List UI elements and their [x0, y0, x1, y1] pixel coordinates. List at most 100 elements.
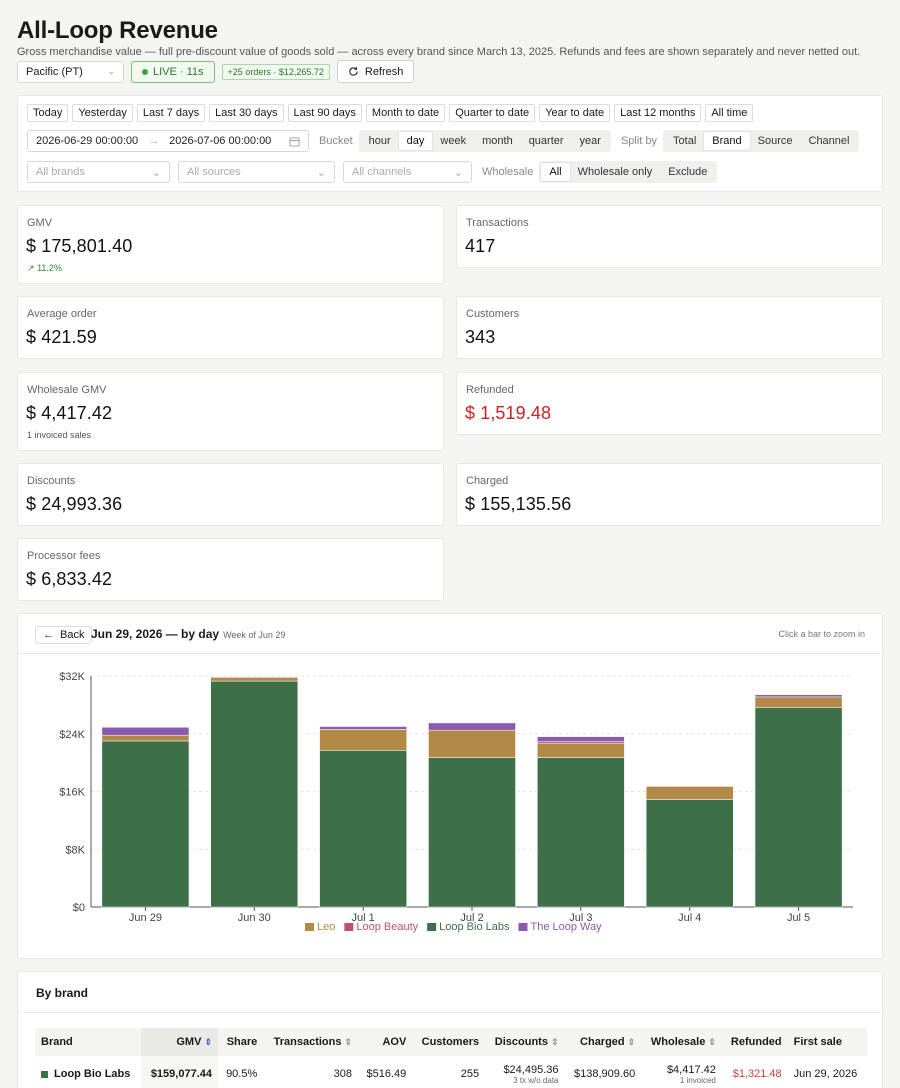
date-from: 2026-06-29 00:00:00 [36, 135, 139, 147]
arrow-right-icon: → [148, 135, 160, 147]
bucket-label: Bucket [319, 135, 353, 147]
stat-title: Discounts [27, 475, 76, 487]
x-tick-label: Jul 4 [678, 912, 701, 924]
bar-loop-bio-labs [754, 707, 843, 908]
brands-select[interactable]: All brands ⌄ [27, 161, 170, 183]
legend-swatch [518, 923, 528, 931]
date-to: 2026-07-06 00:00:00 [169, 135, 272, 147]
chart-title: Jun 29, 2026 — by day Week of Jun 29 [91, 627, 285, 641]
stat-value: 417 [465, 236, 496, 256]
x-tick-label: Jul 5 [787, 912, 810, 924]
bucket-week[interactable]: week [440, 135, 467, 147]
cell-customers: 255 [460, 1068, 480, 1080]
bucket-quarter[interactable]: quarter [528, 135, 564, 147]
back-label: Back [60, 629, 85, 641]
split-source[interactable]: Source [757, 135, 793, 147]
bucket-day[interactable]: day [398, 132, 433, 150]
stat-title: Refunded [466, 384, 514, 396]
bucket-month[interactable]: month [482, 135, 513, 147]
brand-name: Loop Bio Labs [54, 1068, 131, 1080]
chart-title-text: Jun 29, 2026 — by day [91, 627, 220, 641]
toolbar: Pacific (PT) ⌄ LIVE · 11s +25 orders · $… [17, 60, 415, 83]
bucket-year[interactable]: year [579, 135, 601, 147]
split-total[interactable]: Total [673, 135, 697, 147]
col-brand[interactable]: Brand [35, 1028, 142, 1056]
brand-table: Brand GMV ⇕ Share Transactions ⇕ AOV Custo… [35, 1028, 867, 1088]
stat-discounts: Discounts $ 24,993.36 [17, 463, 444, 526]
discounts-note: 3 tx w/o data [513, 1075, 559, 1085]
range-mtd[interactable]: Month to date [365, 104, 446, 122]
stat-value: $ 175,801.40 [26, 236, 133, 256]
stat-title: GMV [27, 217, 53, 229]
back-button[interactable]: ← Back [35, 626, 93, 644]
filters-panel: Today Yesterday Last 7 days Last 30 days… [17, 95, 883, 192]
col-gmv[interactable]: GMV ⇕ [141, 1028, 218, 1056]
sources-select[interactable]: All sources ⌄ [178, 161, 335, 183]
sort-icon: ⇕ [550, 1037, 559, 1047]
sort-icon: ⇕ [344, 1037, 353, 1047]
cell-discounts: $24,495.36 3 tx w/o data [485, 1056, 564, 1088]
col-wholesale[interactable]: Wholesale ⇕ [641, 1028, 722, 1056]
page-header: All-Loop Revenue Gross merchandise value… [17, 16, 860, 58]
bucket-hour[interactable]: hour [368, 135, 391, 147]
chart-hint: Click a bar to zoom in [778, 629, 865, 639]
timezone-select[interactable]: Pacific (PT) ⌄ [17, 60, 124, 83]
new-orders-badge: +25 orders · $12,265.72 [221, 63, 330, 80]
x-tick-label: Jul 2 [460, 912, 483, 924]
cell-gmv: $159,077.44 [141, 1056, 218, 1088]
wholesale-only[interactable]: Wholesale only [577, 166, 653, 178]
split-brand[interactable]: Brand [704, 132, 750, 150]
wholesale-exclude[interactable]: Exclude [668, 166, 708, 178]
legend-label: Loop Bio Labs [439, 921, 510, 933]
col-charged[interactable]: Charged ⇕ [564, 1028, 642, 1056]
range-all-time[interactable]: All time [705, 104, 754, 122]
range-today[interactable]: Today [27, 104, 69, 122]
split-label: Split by [620, 135, 658, 147]
legend-label: The Loop Way [530, 921, 602, 933]
range-yesterday[interactable]: Yesterday [72, 104, 133, 122]
col-label: Charged [580, 1036, 625, 1048]
stat-note: 1 invoiced sales [27, 430, 92, 440]
live-indicator[interactable]: LIVE · 11s [131, 60, 215, 83]
col-share[interactable]: Share [217, 1028, 264, 1056]
stat-value: 343 [465, 327, 496, 347]
col-label: Brand [41, 1036, 73, 1048]
page-subtitle: Gross merchandise value — full pre-disco… [17, 46, 861, 58]
col-customers[interactable]: Customers [412, 1028, 486, 1056]
stat-title: Wholesale GMV [27, 384, 107, 396]
col-refunded[interactable]: Refunded [721, 1028, 788, 1056]
range-qtd[interactable]: Quarter to date [449, 104, 536, 122]
stat-value: $ 4,417.42 [26, 403, 113, 423]
bar-leo [210, 677, 299, 682]
wholesale-all[interactable]: All [541, 163, 570, 181]
by-brand-title: By brand [36, 986, 89, 1000]
range-last-90[interactable]: Last 90 days [287, 104, 362, 122]
bar-leo [101, 734, 190, 742]
x-tick-label: Jul 1 [352, 912, 375, 924]
x-tick-label: Jun 30 [238, 912, 271, 924]
range-last-12-months[interactable]: Last 12 months [614, 104, 702, 122]
bar-the-loop-way [428, 722, 516, 731]
refresh-icon [349, 67, 358, 76]
range-ytd[interactable]: Year to date [539, 104, 611, 122]
date-range-picker[interactable]: 2026-06-29 00:00:00 → 2026-07-06 00:00:0… [27, 130, 309, 152]
col-aov[interactable]: AOV [358, 1028, 413, 1056]
refresh-button[interactable]: Refresh [336, 60, 415, 83]
table-row[interactable]: Loop Bio Labs $159,077.44 90.5% 308 $516… [35, 1056, 867, 1088]
bar-leo [428, 729, 516, 758]
col-first-sale[interactable]: First sale [787, 1028, 867, 1056]
range-last-7[interactable]: Last 7 days [136, 104, 206, 122]
split-toggle: Total Brand Source Channel [663, 130, 860, 152]
chevron-down-icon: ⌄ [453, 166, 463, 179]
split-channel[interactable]: Channel [808, 135, 850, 147]
col-transactions[interactable]: Transactions ⇕ [263, 1028, 359, 1056]
table-header-row: Brand GMV ⇕ Share Transactions ⇕ AOV Custo… [35, 1028, 867, 1056]
legend-label: Leo [317, 921, 335, 933]
date-bucket-row: 2026-06-29 00:00:00 → 2026-07-06 00:00:0… [27, 130, 860, 152]
stat-title: Processor fees [27, 550, 101, 562]
col-discounts[interactable]: Discounts ⇕ [485, 1028, 565, 1056]
range-last-30[interactable]: Last 30 days [209, 104, 284, 122]
stat-value: $ 1,519.48 [465, 403, 552, 423]
cell-first-sale: Jun 29, 2026 [793, 1068, 858, 1080]
channels-select[interactable]: All channels ⌄ [343, 161, 472, 183]
